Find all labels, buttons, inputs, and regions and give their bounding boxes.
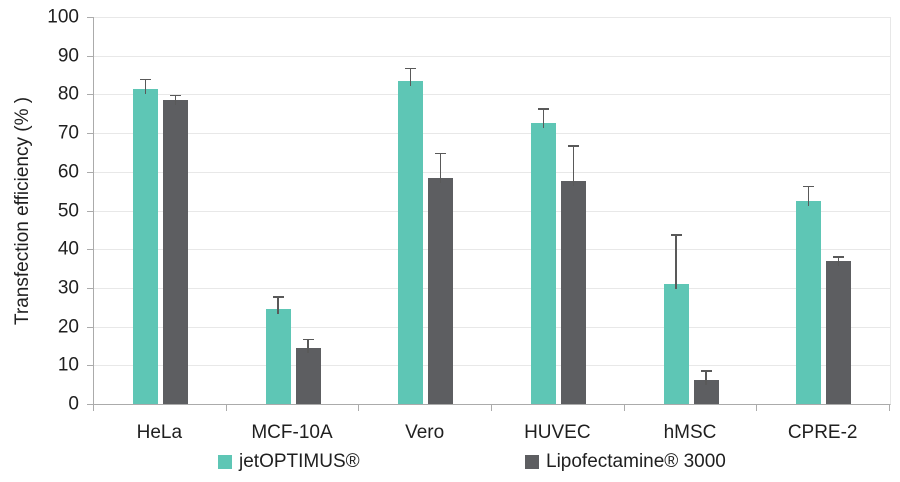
y-tick xyxy=(87,17,93,18)
x-tick xyxy=(623,405,625,411)
gridline xyxy=(94,17,890,18)
gridline xyxy=(94,133,890,135)
error-bar-whisker xyxy=(307,340,309,353)
error-bar-cap xyxy=(435,152,447,155)
gridline xyxy=(94,171,890,173)
error-bar-whisker xyxy=(572,146,575,187)
bar xyxy=(530,123,556,404)
error-bar-cap xyxy=(833,256,845,258)
bar xyxy=(796,200,822,404)
y-tick-label: 0 xyxy=(68,393,79,415)
y-tick xyxy=(87,210,93,212)
y-tick-label: 20 xyxy=(57,316,79,338)
x-tick xyxy=(358,405,360,411)
error-bar-cap xyxy=(803,185,815,188)
bar xyxy=(265,309,291,404)
legend-swatch-lipofectamine-icon xyxy=(525,455,539,469)
error-bar-whisker xyxy=(409,69,412,86)
y-tick xyxy=(87,365,93,367)
x-tick xyxy=(491,405,492,411)
x-tick xyxy=(889,405,890,411)
y-tick xyxy=(87,404,93,405)
y-tick-label: 40 xyxy=(57,238,79,260)
y-tick-label: 70 xyxy=(57,122,79,144)
gridline xyxy=(94,365,890,367)
y-tick xyxy=(87,171,93,173)
category-label: HeLa xyxy=(136,422,183,443)
y-tick xyxy=(87,326,93,328)
y-tick-label: 30 xyxy=(57,277,79,299)
bar xyxy=(295,347,321,404)
category-label: MCF-10A xyxy=(251,422,333,443)
gridline xyxy=(94,287,890,289)
bar xyxy=(162,100,188,404)
bar xyxy=(560,181,586,404)
gridline xyxy=(94,55,890,57)
bar xyxy=(132,88,158,404)
error-bar-cap xyxy=(272,296,284,298)
legend-item-jetoptimus: jetOPTIMUS® xyxy=(218,451,360,473)
gridline xyxy=(94,326,890,328)
y-tick xyxy=(87,55,93,57)
gridline xyxy=(94,249,890,251)
error-bar-cap xyxy=(405,67,417,70)
error-bar-cap xyxy=(169,94,181,97)
error-bar-whisker xyxy=(439,154,442,183)
error-bar-cap xyxy=(567,145,579,147)
legend-label-lipofectamine: Lipofectamine® 3000 xyxy=(546,451,726,472)
legend-item-lipofectamine: Lipofectamine® 3000 xyxy=(525,451,726,473)
error-bar-whisker xyxy=(807,187,810,206)
error-bar-whisker xyxy=(675,235,677,290)
error-bar-cap xyxy=(700,370,712,372)
error-bar-cap xyxy=(302,338,314,341)
legend-swatch-jetoptimus-icon xyxy=(218,455,232,469)
y-tick-label: 80 xyxy=(57,83,79,105)
y-tick-label: 50 xyxy=(57,200,79,221)
error-bar-cap xyxy=(537,108,549,110)
error-bar-whisker xyxy=(705,371,707,385)
x-tick xyxy=(225,405,227,411)
error-bar-cap xyxy=(139,78,151,81)
error-bar-cap xyxy=(670,234,682,236)
y-tick xyxy=(87,94,93,96)
error-bar-whisker xyxy=(144,80,147,94)
category-label: CPRE-2 xyxy=(787,422,858,443)
y-tick xyxy=(87,287,93,289)
category-label: hMSC xyxy=(663,422,717,443)
error-bar-whisker xyxy=(837,257,840,266)
y-tick-label: 100 xyxy=(47,6,79,28)
y-tick-label: 10 xyxy=(57,354,79,376)
error-bar-whisker xyxy=(542,109,545,129)
y-tick-label: 60 xyxy=(57,161,79,183)
plot-area xyxy=(93,17,891,405)
y-tick xyxy=(87,249,93,251)
legend-label-jetoptimus: jetOPTIMUS® xyxy=(239,451,360,472)
y-tick-label: 90 xyxy=(57,45,79,67)
bar xyxy=(398,80,424,404)
x-tick xyxy=(93,405,94,411)
error-bar-whisker xyxy=(277,297,279,315)
gridline xyxy=(94,210,890,212)
gridline xyxy=(94,94,890,96)
bar xyxy=(428,177,454,404)
category-label: Vero xyxy=(405,422,445,443)
bar xyxy=(663,284,689,404)
category-label: HUVEC xyxy=(524,422,591,443)
bar xyxy=(826,260,852,404)
x-tick xyxy=(756,405,758,411)
error-bar-whisker xyxy=(174,96,177,106)
y-tick xyxy=(87,133,93,135)
